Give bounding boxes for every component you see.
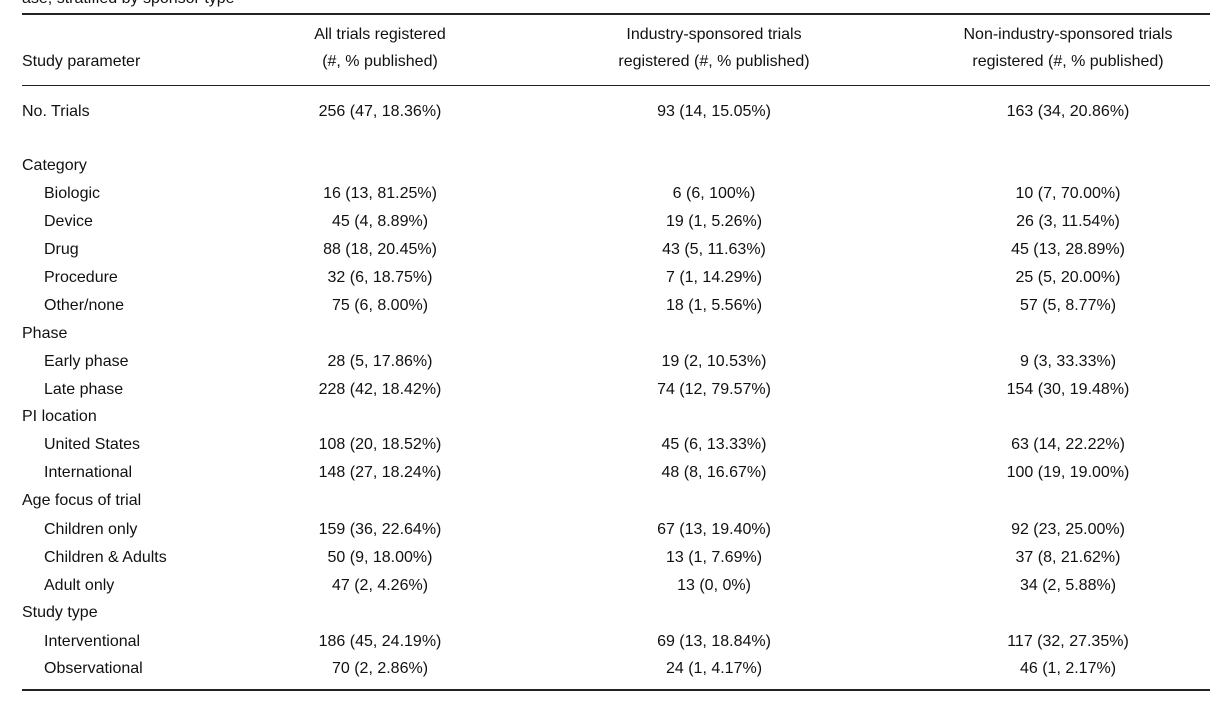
- header-industry-line2: registered (#, % published): [618, 53, 810, 70]
- cell-all-trials: 45 (4, 8.89%): [331, 213, 429, 230]
- cell-industry: 6 (6, 100%): [672, 185, 756, 202]
- cell-industry: 7 (1, 14.29%): [665, 269, 763, 286]
- header-nonindustry-line1: Non-industry-sponsored trials: [963, 26, 1173, 43]
- table-row: Early phase 28 (5, 17.86%) 19 (2, 10.53%) 9…: [0, 348, 1219, 376]
- row-label: Other/none: [44, 297, 125, 314]
- table-group-row: Age focus of trial: [0, 487, 1219, 515]
- cell-all-trials: 70 (2, 2.86%): [331, 660, 429, 677]
- cell-industry: 24 (1, 4.17%): [665, 660, 763, 677]
- row-label: Children & Adults: [44, 549, 167, 566]
- cell-all-trials: 148 (27, 18.24%): [318, 464, 442, 481]
- table-row: Children only 159 (36, 22.64%) 67 (13, 19.…: [0, 516, 1219, 544]
- cell-industry: 19 (2, 10.53%): [661, 353, 767, 370]
- top-rule: [22, 13, 1210, 15]
- cell-nonindustry: 154 (30, 19.48%): [1006, 381, 1130, 398]
- cell-all-trials: 186 (45, 24.19%): [318, 633, 442, 650]
- header-all-line2: (#, % published): [322, 53, 438, 70]
- table-row: Biologic 16 (13, 81.25%) 6 (6, 100%) 10 (7,…: [0, 180, 1219, 208]
- row-label: PI location: [22, 408, 97, 425]
- table-row: International 148 (27, 18.24%) 48 (8, 16.6…: [0, 459, 1219, 487]
- cell-industry: 48 (8, 16.67%): [661, 464, 767, 481]
- header-rule: [22, 85, 1210, 86]
- cell-all-trials: 75 (6, 8.00%): [331, 297, 429, 314]
- cell-nonindustry: 25 (5, 20.00%): [1015, 269, 1121, 286]
- table-row: Procedure 32 (6, 18.75%) 7 (1, 14.29%) 25 (…: [0, 264, 1219, 292]
- table-group-row: PI location: [0, 403, 1219, 431]
- cell-industry: 13 (1, 7.69%): [665, 549, 763, 566]
- header-all-line1: All trials registered: [314, 26, 446, 43]
- cell-industry: 69 (13, 18.84%): [657, 633, 771, 650]
- cell-nonindustry: 92 (23, 25.00%): [1011, 521, 1125, 538]
- cell-industry: 13 (0, 0%): [677, 577, 751, 594]
- header-nonindustry-line2: registered (#, % published): [972, 53, 1164, 70]
- header-industry-trials: Industry-sponsored trials registered (#,…: [564, 21, 864, 75]
- row-label: Adult only: [44, 577, 115, 594]
- row-label: Device: [44, 213, 93, 230]
- table-row: Drug 88 (18, 20.45%) 43 (5, 11.63%) 45 (13,…: [0, 236, 1219, 264]
- header-study-parameter: Study parameter: [22, 53, 141, 70]
- row-label: Study type: [22, 604, 98, 621]
- row-label: United States: [44, 436, 141, 453]
- cell-industry: 19 (1, 5.26%): [665, 213, 763, 230]
- cell-nonindustry: 9 (3, 33.33%): [1019, 353, 1117, 370]
- table-row: Device 45 (4, 8.89%) 19 (1, 5.26%) 26 (3, 1…: [0, 208, 1219, 236]
- cell-all-trials: 32 (6, 18.75%): [327, 269, 433, 286]
- table-row: Children & Adults 50 (9, 18.00%) 13 (1, 7.…: [0, 544, 1219, 572]
- cell-nonindustry: 45 (13, 28.89%): [1011, 241, 1125, 258]
- row-label: Drug: [44, 241, 79, 258]
- cell-nonindustry: 26 (3, 11.54%): [1016, 213, 1120, 230]
- table-group-row: Phase: [0, 320, 1219, 348]
- table-row: Observational 70 (2, 2.86%) 24 (1, 4.17%) 4…: [0, 655, 1219, 683]
- cell-all-trials: 256 (47, 18.36%): [318, 103, 442, 120]
- cell-all-trials: 47 (2, 4.26%): [331, 577, 429, 594]
- table-row: United States 108 (20, 18.52%) 45 (6, 13.3…: [0, 431, 1219, 459]
- cell-nonindustry: 10 (7, 70.00%): [1015, 185, 1121, 202]
- table-group-row: Category: [0, 152, 1219, 180]
- row-label: Biologic: [44, 185, 101, 202]
- cell-industry: 74 (12, 79.57%): [657, 381, 771, 398]
- cell-all-trials: 28 (5, 17.86%): [327, 353, 433, 370]
- row-label: Interventional: [44, 633, 141, 650]
- cell-nonindustry: 34 (2, 5.88%): [1019, 577, 1117, 594]
- table-row: Other/none 75 (6, 8.00%) 18 (1, 5.56%) 57 (…: [0, 292, 1219, 320]
- table-row: Late phase 228 (42, 18.42%) 74 (12, 79.57%…: [0, 376, 1219, 404]
- row-label: Children only: [44, 521, 138, 538]
- row-label: No. Trials: [22, 103, 90, 120]
- cell-industry: 67 (13, 19.40%): [657, 521, 771, 538]
- cell-all-trials: 50 (9, 18.00%): [327, 549, 433, 566]
- cell-nonindustry: 117 (32, 27.35%): [1007, 633, 1129, 650]
- row-label: Age focus of trial: [22, 492, 142, 509]
- table-row: No. Trials 256 (47, 18.36%) 93 (14, 15.05%…: [0, 98, 1219, 126]
- cell-nonindustry: 37 (8, 21.62%): [1015, 549, 1121, 566]
- cell-industry: 45 (6, 13.33%): [661, 436, 767, 453]
- cell-industry: 93 (14, 15.05%): [657, 103, 771, 120]
- row-label: Early phase: [44, 353, 129, 370]
- cell-industry: 18 (1, 5.56%): [665, 297, 763, 314]
- cell-nonindustry: 163 (34, 20.86%): [1006, 103, 1130, 120]
- row-label: Category: [22, 157, 87, 174]
- cell-all-trials: 228 (42, 18.42%): [318, 381, 442, 398]
- header-nonindustry-trials: Non-industry-sponsored trials registered…: [918, 21, 1218, 75]
- cell-nonindustry: 57 (5, 8.77%): [1019, 297, 1117, 314]
- bottom-rule: [22, 689, 1210, 691]
- row-label: International: [44, 464, 133, 481]
- row-label: Late phase: [44, 381, 124, 398]
- cell-all-trials: 88 (18, 20.45%): [323, 241, 437, 258]
- header-all-trials: All trials registered (#, % published): [280, 21, 480, 75]
- table-row: Interventional 186 (45, 24.19%) 69 (13, 18…: [0, 628, 1219, 656]
- cell-industry: 43 (5, 11.63%): [662, 241, 766, 258]
- header-industry-line1: Industry-sponsored trials: [626, 26, 802, 43]
- cell-nonindustry: 100 (19, 19.00%): [1006, 464, 1130, 481]
- cell-all-trials: 108 (20, 18.52%): [318, 436, 442, 453]
- row-label: Phase: [22, 325, 68, 342]
- cell-all-trials: 159 (36, 22.64%): [318, 521, 442, 538]
- row-label: Procedure: [44, 269, 118, 286]
- table-group-row: Study type: [0, 599, 1219, 627]
- cell-all-trials: 16 (13, 81.25%): [323, 185, 437, 202]
- table-caption-fragment: ase, stratified by sponsor type: [22, 0, 235, 8]
- cell-nonindustry: 46 (1, 2.17%): [1019, 660, 1117, 677]
- row-label: Observational: [44, 660, 143, 677]
- table-row: Adult only 47 (2, 4.26%) 13 (0, 0%) 34 (2, …: [0, 572, 1219, 600]
- cell-nonindustry: 63 (14, 22.22%): [1011, 436, 1125, 453]
